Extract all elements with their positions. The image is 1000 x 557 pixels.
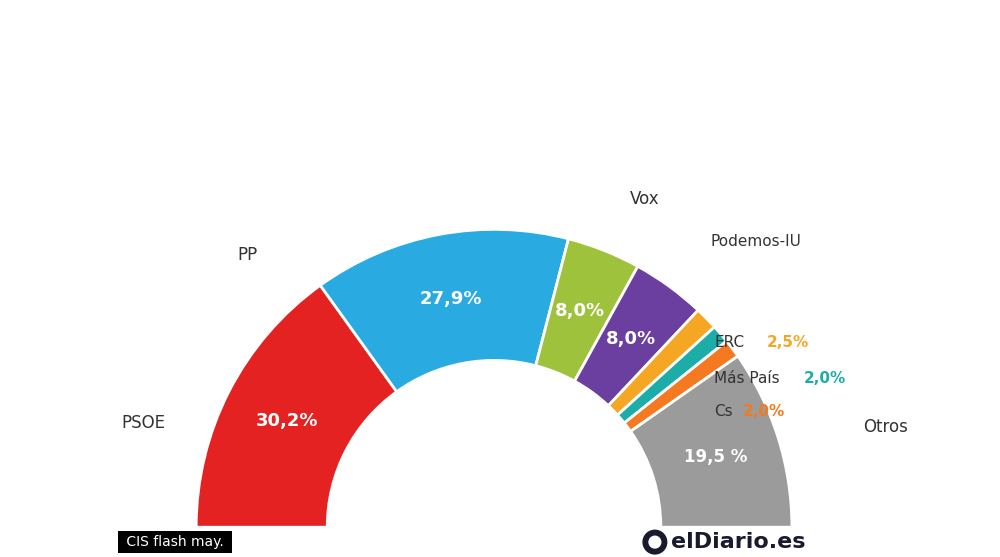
Wedge shape <box>617 327 727 423</box>
Text: Otros: Otros <box>863 418 908 436</box>
Text: PP: PP <box>238 246 258 265</box>
Wedge shape <box>536 239 638 381</box>
Text: 8,0%: 8,0% <box>555 302 605 320</box>
Text: elDiario.es: elDiario.es <box>671 532 806 552</box>
Text: ERC: ERC <box>714 335 745 350</box>
Wedge shape <box>320 229 568 392</box>
Text: PSOE: PSOE <box>122 414 166 432</box>
Text: Más País: Más País <box>714 371 780 386</box>
Wedge shape <box>196 285 397 527</box>
Text: 2,0%: 2,0% <box>743 404 785 418</box>
Text: CIS flash may.: CIS flash may. <box>122 535 228 549</box>
Text: 2,0%: 2,0% <box>804 371 846 386</box>
Text: 19,5 %: 19,5 % <box>684 448 747 466</box>
Wedge shape <box>631 356 792 527</box>
Circle shape <box>648 535 661 549</box>
Text: Vox: Vox <box>630 190 660 208</box>
Wedge shape <box>575 266 698 405</box>
Text: 27,9%: 27,9% <box>420 290 483 308</box>
Text: 30,2%: 30,2% <box>256 412 319 430</box>
Text: 8,0%: 8,0% <box>606 330 656 348</box>
Text: 2,5%: 2,5% <box>767 335 809 350</box>
Text: Cs: Cs <box>714 404 733 418</box>
Wedge shape <box>624 341 738 431</box>
Wedge shape <box>608 310 714 415</box>
Text: Podemos-IU: Podemos-IU <box>710 233 801 248</box>
Circle shape <box>642 530 667 555</box>
